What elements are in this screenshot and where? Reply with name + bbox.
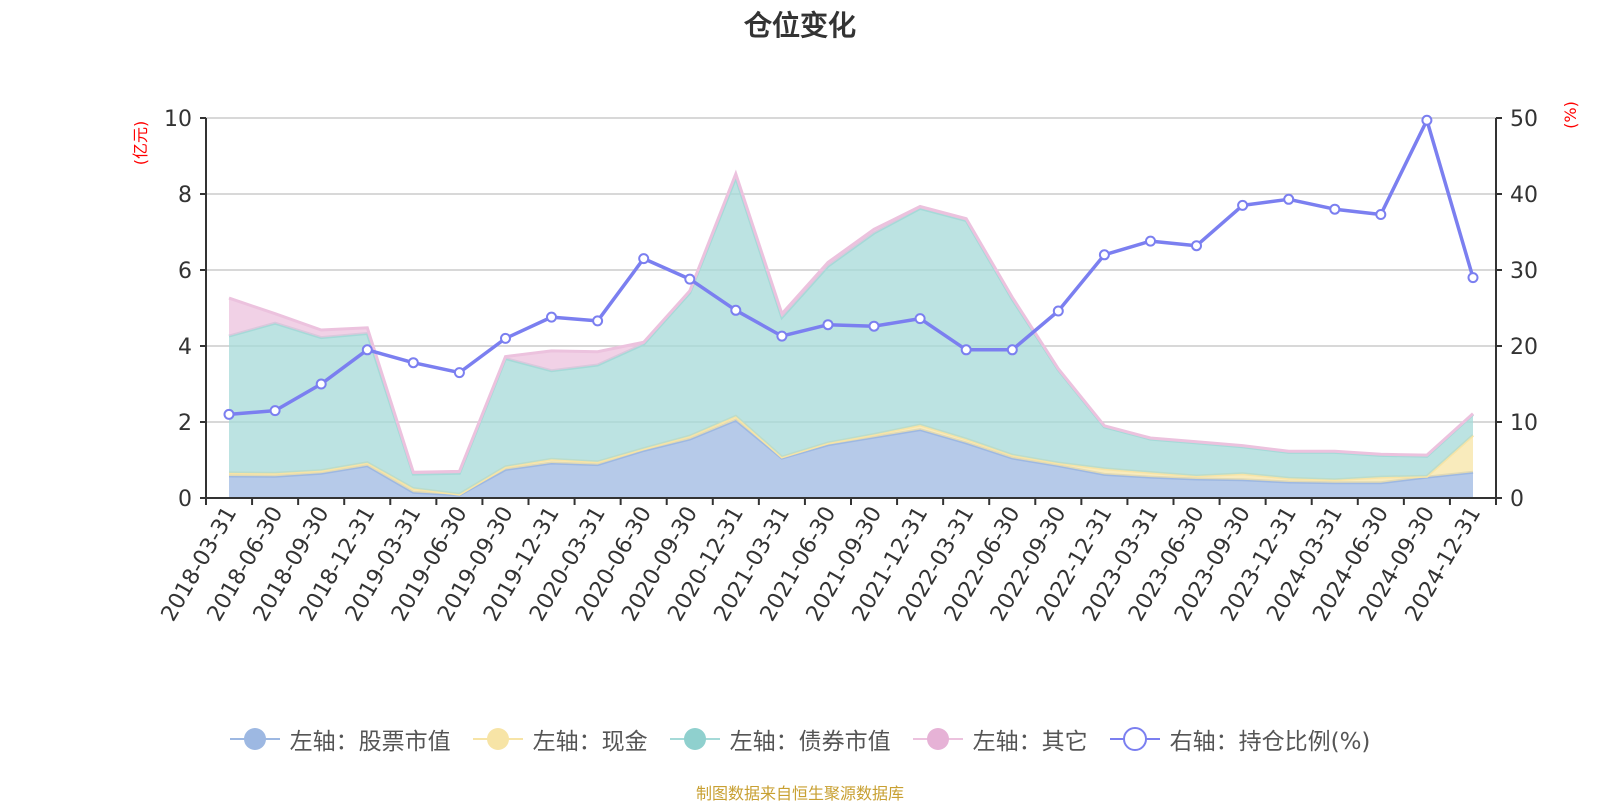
legend-bond-icon (669, 728, 720, 750)
legend-ratio-icon (1109, 727, 1160, 751)
right-axis-tick-label: 10 (1510, 411, 1538, 436)
legend-label-bond: 左轴：债券市值 (729, 729, 891, 755)
position-ratio-point (361, 344, 373, 356)
legend-cash-icon (472, 728, 523, 750)
legend-stock-icon (229, 728, 280, 750)
chart-title: 仓位变化 (743, 9, 856, 42)
position-ratio-point (407, 357, 419, 369)
left-axis-unit: (亿元) (131, 121, 150, 166)
position-ratio-point (638, 253, 650, 265)
position-ratio-point (730, 304, 742, 316)
position-ratio-point (1052, 305, 1064, 317)
right-axis-unit: (%) (1561, 101, 1580, 129)
right-axis-tick-label: 40 (1510, 183, 1538, 208)
position-ratio-point (592, 315, 604, 327)
area-series-3-edge (228, 169, 1475, 474)
position-ratio-point (269, 405, 281, 417)
position-ratio-point (546, 311, 557, 323)
legend-item-position-ratio[interactable]: 右轴：持仓比例(%) (1109, 722, 1371, 756)
position-ratio-line (228, 118, 1475, 417)
position-ratio-point (1237, 199, 1249, 211)
position-ratio-point (776, 330, 788, 342)
position-ratio-point (1329, 203, 1341, 215)
legend-other-icon (912, 728, 963, 750)
position-ratio-point (453, 367, 465, 379)
right-axis-tick-label: 50 (1510, 107, 1538, 132)
position-ratio-point (1145, 235, 1156, 247)
right-axis-tick-label: 20 (1510, 335, 1538, 360)
position-ratio-point (1191, 240, 1202, 252)
position-ratio-point (914, 313, 926, 325)
legend-item-bond[interactable]: 左轴：债券市值 (669, 722, 891, 756)
area-series-1 (229, 416, 1473, 495)
area-series-1-edge (228, 414, 1474, 496)
legend-label-other: 左轴：其它 (972, 729, 1088, 755)
right-axis-tick-label: 30 (1510, 259, 1538, 284)
legend-item-other[interactable]: 左轴：其它 (912, 722, 1088, 756)
left-axis-tick-label: 8 (178, 183, 192, 208)
position-ratio-point (822, 319, 834, 331)
position-ratio-point (1467, 272, 1479, 284)
left-axis-tick-label: 6 (178, 259, 192, 284)
legend-item-cash[interactable]: 左轴：现金 (472, 722, 648, 756)
right-axis-tick-label: 0 (1510, 487, 1524, 512)
position-ratio-point (1098, 249, 1110, 261)
position-ratio-point (960, 344, 972, 356)
legend-item-stock[interactable]: 左轴：股票市值 (229, 722, 451, 756)
position-ratio-point (223, 408, 235, 420)
position-ratio-point (1375, 209, 1387, 220)
left-axis-tick-label: 4 (178, 335, 192, 360)
left-axis-tick-label: 0 (178, 487, 192, 512)
position-ratio-point (315, 378, 327, 390)
legend-label-cash: 左轴：现金 (532, 729, 648, 755)
position-ratio-point (684, 273, 696, 285)
position-ratio-point (1006, 344, 1018, 356)
legend-label-position-ratio: 右轴：持仓比例(%) (1169, 729, 1371, 755)
legend-label-stock: 左轴：股票市值 (289, 729, 451, 755)
position-ratio-point (868, 320, 880, 332)
position-ratio-point (1283, 193, 1295, 205)
chart-legend: 左轴：股票市值 左轴：现金 左轴：债券市值 左轴：其它 右轴：持仓比例(%) (0, 722, 1600, 756)
left-axis-tick-label: 10 (164, 107, 192, 132)
source-note: 制图数据来自恒生聚源数据库 (695, 784, 904, 803)
left-axis-tick-label: 2 (178, 411, 192, 436)
position-ratio-point (500, 332, 511, 344)
position-ratio-point (1421, 114, 1433, 126)
area-series-2 (229, 177, 1473, 495)
